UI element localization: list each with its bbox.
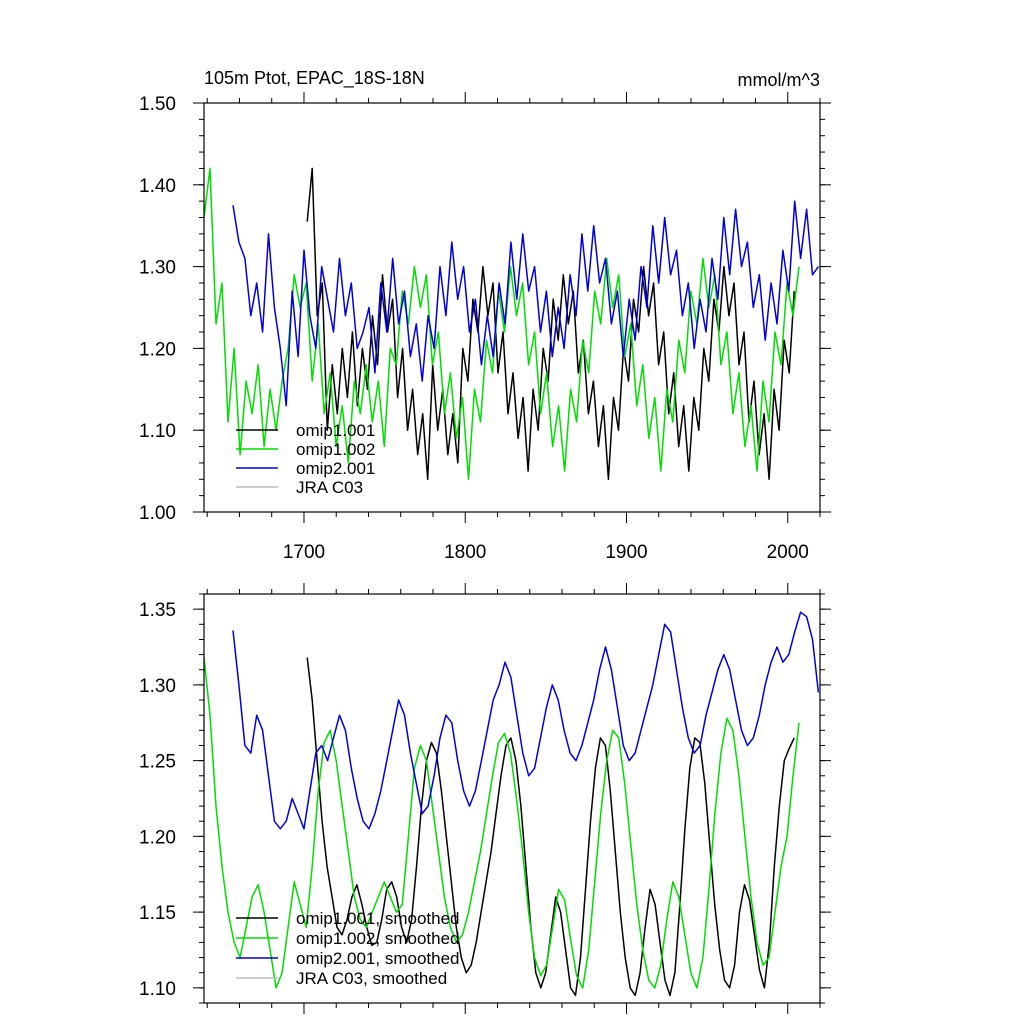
y-tick-label: 1.50 [139, 94, 176, 115]
series-lines [203, 611, 820, 997]
x-tick-label: 1800 [444, 542, 486, 563]
y-tick-label: 1.25 [139, 752, 176, 773]
legend-label: omip2.001, smoothed [296, 949, 460, 968]
series-line-omip2-001-smoothed [232, 611, 820, 830]
series-line-omip2-001 [232, 200, 820, 407]
legend-label: omip2.001 [296, 459, 375, 478]
chart-title: 105m Ptot, EPAC_18S-18N [204, 68, 425, 89]
y-tick-label: 1.10 [139, 979, 176, 1000]
bottom-plot-panel: 1.10 1.15 1.20 1.25 1.30 1.35 omip1.001, smoot… [139, 583, 831, 1014]
y-tick-label: 1.30 [139, 258, 176, 279]
axes: 1.10 1.15 1.20 1.25 1.30 1.35 [139, 583, 831, 1014]
series-line-omip1-002 [203, 167, 800, 481]
x-tick-label: 1900 [605, 542, 647, 563]
series-lines [203, 167, 820, 481]
plot-frame [203, 102, 821, 513]
x-tick-label: 2000 [767, 542, 809, 563]
y-tick-label: 1.00 [139, 503, 176, 524]
x-tick-label: 1700 [283, 542, 325, 563]
plot-frame [203, 593, 821, 1004]
legend-label: omip1.001 [296, 421, 375, 440]
y-tick-label: 1.20 [139, 827, 176, 848]
axes: 1700 1800 1900 2000 1.00 1.10 1.20 1.30 1.40 1.50 [139, 92, 831, 563]
y-tick-label: 1.20 [139, 339, 176, 360]
y-tick-label: 1.40 [139, 176, 176, 197]
legend-label: JRA C03, smoothed [296, 969, 447, 988]
series-line-omip1-002-smoothed [203, 657, 800, 989]
legend-label: JRA C03 [296, 478, 363, 497]
y-tick-label: 1.35 [139, 600, 176, 621]
y-tick-label: 1.30 [139, 676, 176, 697]
units-label: mmol/m^3 [738, 70, 820, 90]
y-tick-label: 1.10 [139, 421, 176, 442]
top-plot-panel: 1700 1800 1900 2000 1.00 1.10 1.20 1.30 1.40 1.50… [139, 92, 831, 563]
legend-label: omip1.001, smoothed [296, 909, 460, 928]
y-tick-label: 1.15 [139, 903, 176, 924]
legend-label: omip1.002 [296, 440, 375, 459]
legend-label: omip1.002, smoothed [296, 929, 460, 948]
